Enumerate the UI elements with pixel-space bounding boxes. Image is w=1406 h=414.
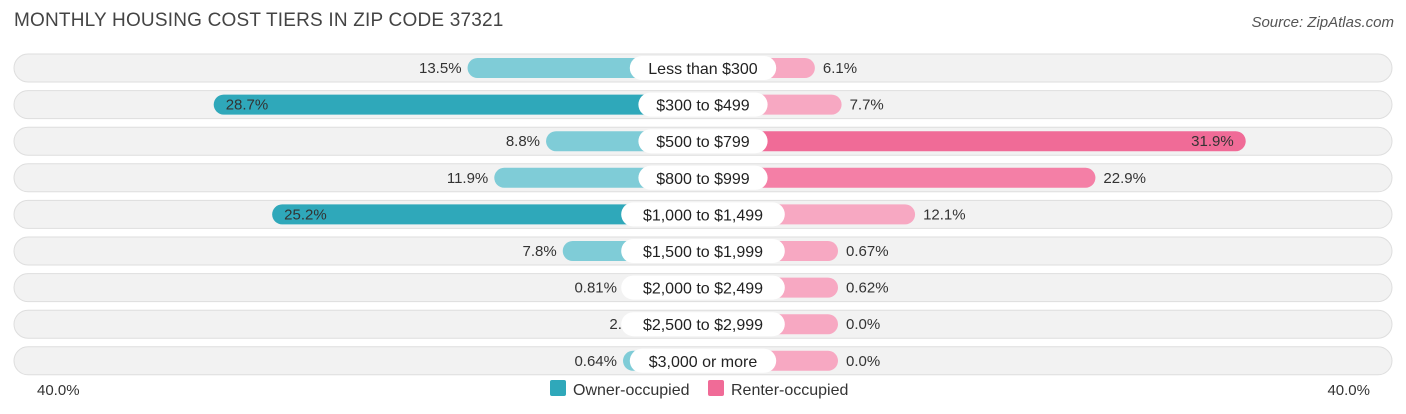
legend-renter-swatch: [708, 380, 724, 396]
bar-owner: [213, 94, 703, 115]
bar-owner: [272, 204, 703, 225]
chart-row: 2.6%0.0%$2,500 to $2,999: [13, 309, 1393, 339]
category-label: $2,500 to $2,999: [643, 317, 763, 334]
chart-row: 13.5% 6.1% Less than $300: [13, 53, 1393, 83]
category-label: $1,000 to $1,499: [643, 207, 763, 224]
axis-left-label: 40.0%: [37, 382, 80, 399]
chart-legend: Owner-occupied Renter-occupied: [550, 380, 848, 399]
renter-value-label: 22.9%: [1103, 170, 1146, 187]
renter-value-label: 0.62%: [846, 280, 889, 297]
chart-row: 0.81% 0.62% $2,000 to $2,499: [13, 273, 1393, 303]
chart-row: 8.8% 31.9% $500 to $799: [13, 126, 1393, 156]
category-pill: [629, 56, 777, 80]
category-label: $300 to $499: [656, 98, 750, 115]
owner-value-label: 7.8%: [523, 243, 557, 260]
category-pill: [638, 165, 768, 190]
chart-title: MONTHLY HOUSING COST TIERS IN ZIP CODE 3…: [14, 10, 504, 31]
renter-value-label: 0.0%: [846, 353, 880, 370]
chart-row: 25.2% 12.1% $1,000 to $1,499: [13, 199, 1393, 229]
legend-owner-label: Owner-occupied: [573, 382, 690, 399]
bar-renter: [703, 131, 1246, 152]
category-pill: [621, 202, 785, 227]
renter-value-label: 31.9%: [1191, 133, 1234, 150]
owner-value-label: 8.8%: [506, 133, 540, 150]
category-label: $800 to $999: [656, 171, 750, 188]
category-label: $500 to $799: [656, 134, 750, 151]
axis-right-label: 40.0%: [1327, 382, 1370, 399]
chart-row: 7.8% 0.67% $1,500 to $1,999: [13, 236, 1393, 266]
source-note: Source: ZipAtlas.com: [1251, 14, 1394, 31]
category-pill: [621, 275, 785, 300]
category-pill: [638, 129, 768, 154]
renter-value-label: 6.1%: [823, 60, 857, 77]
bar-renter: [703, 167, 1096, 188]
owner-value-label: 13.5%: [419, 60, 462, 77]
category-label: $1,500 to $1,999: [643, 244, 763, 261]
chart-row: 28.7% 7.7% $300 to $499: [13, 90, 1393, 120]
chart-row: 0.64% 0.0% $3,000 or more: [13, 346, 1393, 376]
owner-value-label: 0.64%: [574, 353, 617, 370]
renter-value-label: 0.0%: [846, 316, 880, 333]
owner-value-label: 0.81%: [574, 280, 617, 297]
category-pill: [638, 92, 768, 117]
category-pill: [629, 348, 777, 373]
chart-row: 11.9% 22.9% $800 to $999: [13, 163, 1393, 193]
category-label: Less than $300: [648, 61, 758, 78]
chart-axis: 40.0% 40.0%: [37, 382, 1370, 399]
legend-renter-label: Renter-occupied: [731, 382, 848, 399]
category-pill: [621, 239, 785, 263]
renter-value-label: 12.1%: [923, 206, 966, 223]
category-pill: [621, 312, 785, 337]
renter-value-label: 7.7%: [850, 97, 884, 114]
category-label: $3,000 or more: [649, 354, 758, 371]
owner-value-label: 25.2%: [284, 206, 327, 223]
chart-rows: 13.5% 6.1% Less than $300 28.7% 7.7% $300 to …: [13, 53, 1393, 376]
renter-value-label: 0.67%: [846, 243, 889, 260]
owner-value-label: 28.7%: [226, 97, 269, 114]
category-label: $2,000 to $2,499: [643, 281, 763, 298]
legend-owner-swatch: [550, 380, 566, 396]
owner-value-label: 11.9%: [447, 170, 488, 187]
